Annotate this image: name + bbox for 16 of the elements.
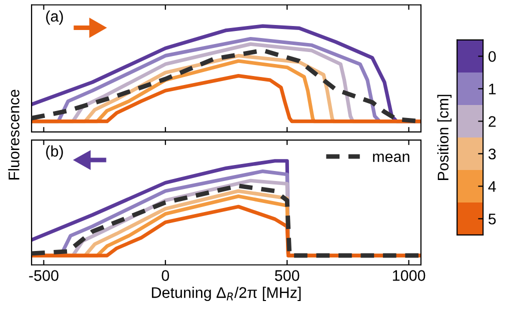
- text: (a): [46, 10, 63, 25]
- x-axis-title: Detuning Δ$_{R}$/2π [MHz]: [152, 286, 301, 301]
- x-tick-label: 1000: [392, 270, 426, 281]
- y-axis-title: Fluorescence: [8, 90, 20, 180]
- legend-label: 1: [489, 84, 496, 94]
- legend-label: 4: [488, 181, 496, 192]
- legend-label: 3: [488, 148, 496, 160]
- legend-label: 0: [488, 51, 496, 62]
- x-tick-label: 500: [274, 270, 300, 281]
- legend-label: mean: [373, 154, 410, 162]
- legend-title: Position [cm]: [437, 94, 452, 180]
- text: (b): [46, 145, 63, 160]
- x-tick-label: 0: [162, 270, 170, 281]
- x-tick-label: -500: [29, 270, 58, 281]
- legend-label: 5: [488, 214, 496, 224]
- legend-label: 2: [488, 116, 496, 127]
